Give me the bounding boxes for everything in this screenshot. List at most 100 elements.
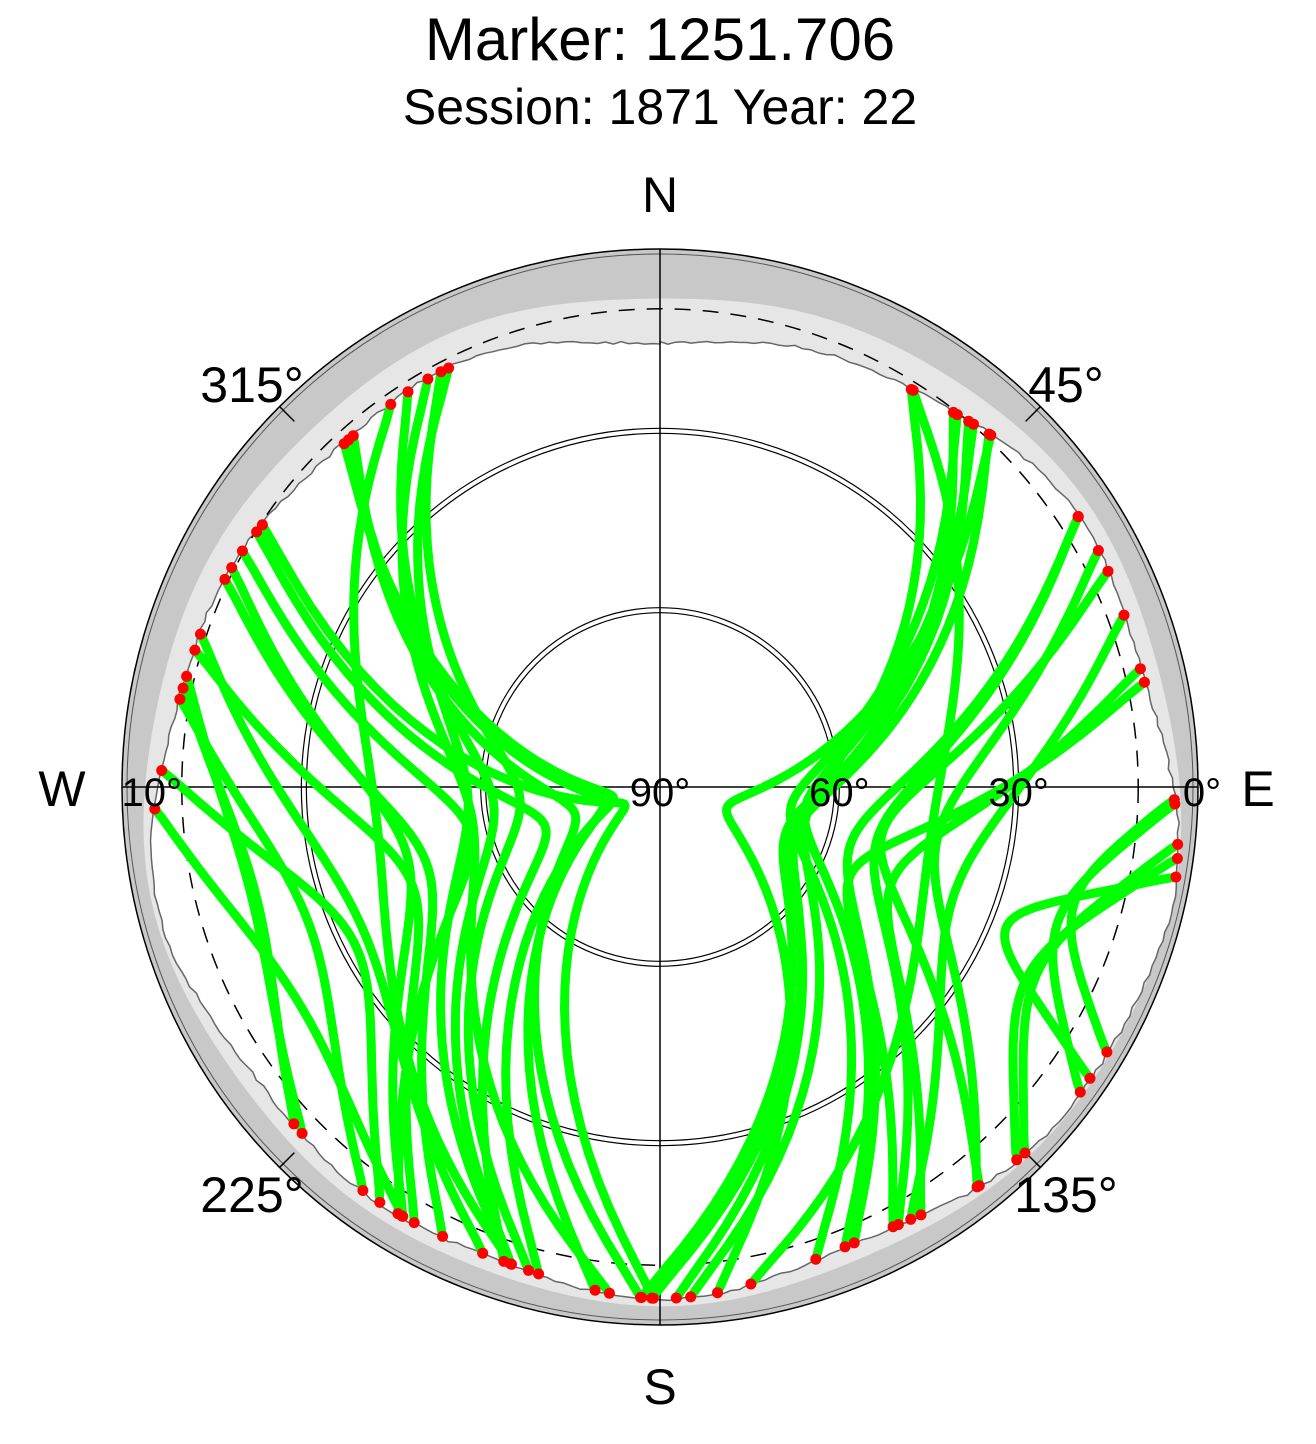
track-endpoint [905,384,917,395]
satellite-track [930,546,1103,1192]
axis-labels: N S E W 45° 135° 225° 315° 90° 60° 30° 0° 10° [38,167,1274,1415]
track-endpoint [947,406,959,418]
track-endpoint [915,1209,927,1221]
track-endpoint [905,1213,917,1225]
azimuth-label-315: 315° [200,357,303,413]
satellite-track [647,407,958,1303]
track-endpoint [1101,1046,1113,1058]
track-endpoint [256,519,268,531]
track-endpoint [189,644,201,656]
elevation-label-10: 10° [122,771,183,815]
track-endpoint [385,398,397,410]
azimuth-label-225: 225° [200,1167,303,1223]
track-endpoint [1172,838,1184,850]
satellite-track [175,694,368,1195]
compass-east-label: E [1241,761,1274,817]
track-endpoint [236,545,248,557]
track-endpoint [174,693,186,705]
track-endpoint [422,373,434,385]
satellite-track [842,512,1083,1248]
track-endpoint [963,415,975,427]
satellite-track [252,527,551,1266]
compass-west-label: W [38,761,86,817]
track-endpoint [1072,511,1084,523]
satellite-tracks [150,363,1183,1303]
track-endpoint [219,573,231,585]
compass-north-label: N [642,167,678,223]
track-endpoint [745,1278,757,1290]
track-endpoint [477,1247,489,1259]
satellite-track [220,574,448,1241]
track-endpoint [156,765,168,776]
track-endpoint [357,1185,369,1196]
compass-south-label: S [643,1359,676,1415]
satellite-track [150,804,407,1221]
track-endpoint [1138,676,1150,688]
azimuth-tick-315 [279,406,295,422]
track-endpoint [1118,609,1130,621]
satellite-track [1000,872,1181,1083]
elevation-label-90: 90° [630,771,691,815]
satellite-track [349,399,516,1269]
track-endpoint [435,366,447,378]
track-endpoint [288,1118,300,1130]
track-endpoint [1019,1147,1031,1159]
satellite-track [421,367,533,1275]
satellite-track [637,416,974,1302]
satellite-track [686,385,925,1302]
track-endpoint [347,430,359,442]
track-endpoint [533,1268,545,1280]
azimuth-tick-225 [279,1152,295,1168]
track-endpoint [523,1264,534,1276]
track-endpoint [839,1241,851,1253]
track-endpoint [685,1291,697,1303]
track-endpoint [296,1127,308,1139]
track-endpoint [374,1196,386,1208]
azimuth-label-135: 135° [1014,1167,1117,1223]
track-endpoint [810,1253,822,1265]
track-endpoints [149,362,1184,1304]
satellite-track [746,385,964,1289]
satellite-track [906,610,1129,1224]
track-endpoint [887,1221,899,1233]
track-endpoint [712,1287,723,1299]
track-endpoint [1092,545,1104,556]
track-endpoint [408,1217,420,1229]
satellite-track [1048,799,1180,1097]
track-endpoint [1102,565,1114,577]
track-endpoint [177,682,189,694]
elevation-label-0: 0° [1183,771,1221,815]
track-endpoint [1170,871,1182,883]
elevation-label-60: 60° [809,771,870,815]
track-endpoint [226,562,238,574]
track-endpoint [589,1284,601,1296]
track-endpoint [181,670,193,682]
track-endpoint [149,803,161,815]
chart-subtitle: Session: 1871 Year: 22 [403,79,917,135]
satellite-track [157,766,385,1207]
track-endpoint [1134,663,1146,675]
satellite-track [785,410,962,1264]
track-endpoint [1011,1154,1023,1166]
track-endpoint [396,1210,408,1222]
track-endpoint [636,1292,648,1303]
satellite-track [348,431,645,1302]
satellite-track [397,374,614,1298]
satellite-track [227,563,416,1221]
track-endpoint [1074,1086,1086,1098]
satellite-track [257,520,658,1303]
track-endpoint [437,1230,449,1242]
track-endpoint [195,628,206,640]
track-endpoint [1169,798,1181,810]
track-endpoint [670,1292,682,1304]
track-endpoint [338,438,350,450]
azimuth-label-45: 45° [1028,357,1104,413]
track-endpoint [848,1237,860,1249]
satellite-track [396,387,516,1269]
track-endpoint [1084,1072,1096,1084]
chart-title: Marker: 1251.706 [425,6,895,73]
track-endpoint [402,386,414,398]
azimuth-tick-45 [1025,406,1041,422]
elevation-label-30: 30° [988,771,1049,815]
